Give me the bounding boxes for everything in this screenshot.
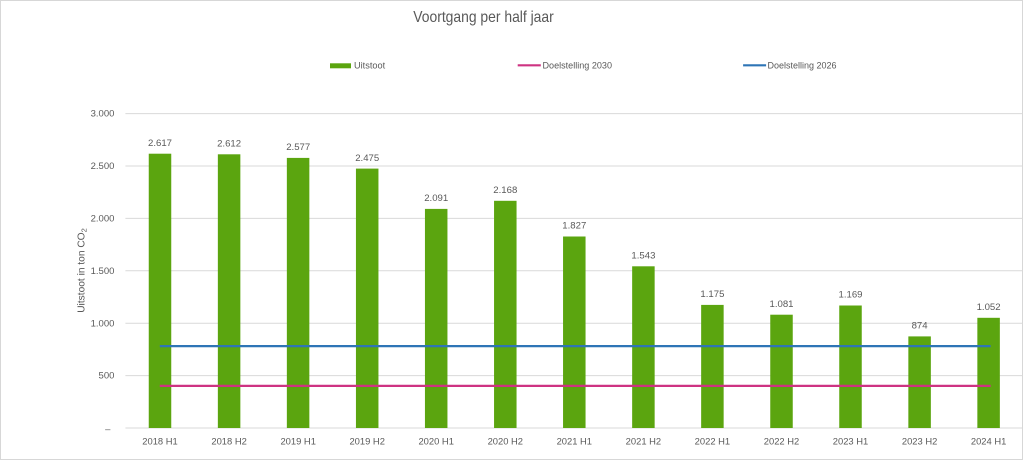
svg-text:2.168: 2.168 [493, 185, 517, 196]
svg-text:500: 500 [99, 371, 115, 382]
svg-text:2022 H1: 2022 H1 [695, 435, 730, 446]
svg-text:1.500: 1.500 [91, 266, 115, 277]
svg-text:2020 H2: 2020 H2 [488, 435, 523, 446]
svg-text:2023 H2: 2023 H2 [902, 435, 937, 446]
svg-text:1.169: 1.169 [838, 290, 862, 301]
svg-text:Uitstoot in ton CO2: Uitstoot in ton CO2 [76, 228, 88, 313]
svg-text:2.500: 2.500 [91, 161, 115, 172]
svg-text:1.052: 1.052 [977, 302, 1001, 313]
svg-text:2.475: 2.475 [355, 153, 379, 164]
svg-text:1.081: 1.081 [769, 299, 793, 310]
svg-text:2018 H1: 2018 H1 [142, 435, 177, 446]
svg-text:2022 H2: 2022 H2 [764, 435, 799, 446]
svg-text:2.000: 2.000 [91, 214, 115, 225]
svg-text:Voortgang per half jaar: Voortgang per half jaar [413, 9, 554, 26]
svg-text:1.175: 1.175 [700, 289, 724, 300]
svg-text:2021 H1: 2021 H1 [557, 435, 592, 446]
svg-text:2024 H1: 2024 H1 [971, 435, 1006, 446]
svg-text:–: – [105, 424, 111, 435]
svg-text:2.091: 2.091 [424, 193, 448, 204]
svg-text:2019 H1: 2019 H1 [280, 435, 315, 446]
svg-text:1.543: 1.543 [631, 251, 655, 262]
svg-text:Doelstelling 2030: Doelstelling 2030 [543, 60, 613, 70]
svg-text:3.000: 3.000 [91, 109, 115, 120]
svg-text:2020 H1: 2020 H1 [418, 435, 453, 446]
svg-text:2021 H2: 2021 H2 [626, 435, 661, 446]
svg-text:2019 H2: 2019 H2 [349, 435, 384, 446]
svg-text:2.577: 2.577 [286, 142, 310, 153]
svg-text:Uitstoot: Uitstoot [354, 60, 386, 70]
svg-text:1.827: 1.827 [562, 221, 586, 232]
svg-text:Doelstelling 2026: Doelstelling 2026 [768, 60, 837, 70]
svg-text:2023 H1: 2023 H1 [833, 435, 868, 446]
svg-text:874: 874 [912, 321, 929, 332]
svg-text:1.000: 1.000 [91, 318, 115, 329]
svg-text:2018 H2: 2018 H2 [211, 435, 246, 446]
svg-text:2.612: 2.612 [217, 139, 241, 150]
svg-text:2.617: 2.617 [148, 138, 172, 149]
